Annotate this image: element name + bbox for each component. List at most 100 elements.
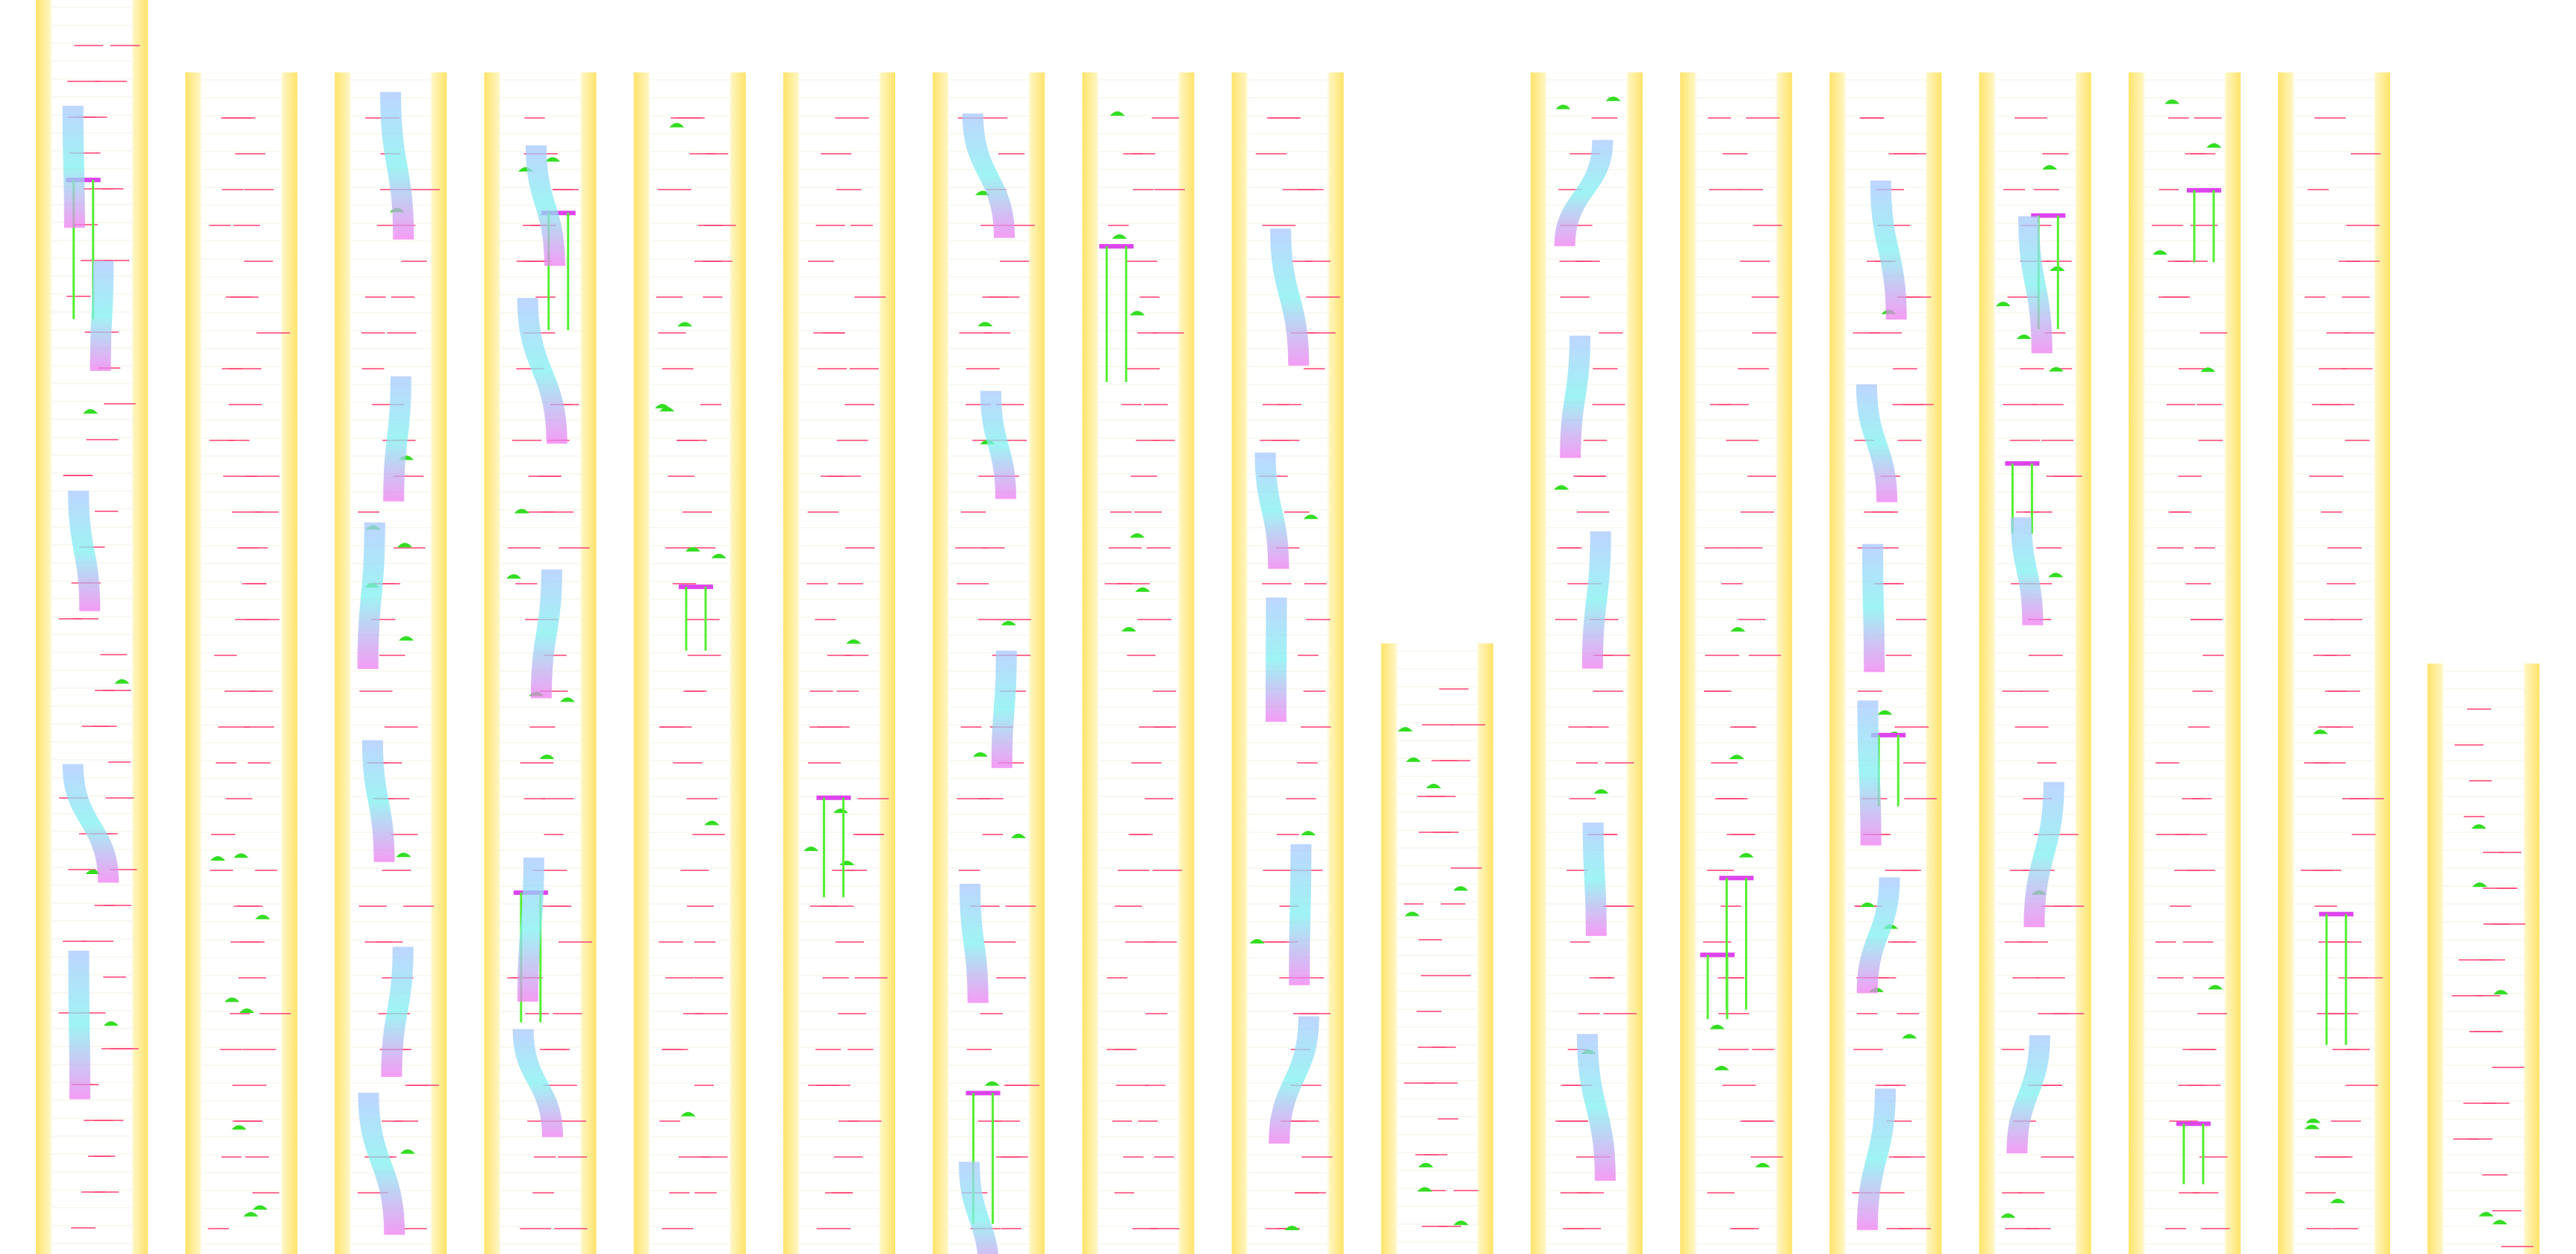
note-marker [822, 977, 849, 979]
note-marker [1255, 153, 1287, 155]
note-marker [1752, 332, 1777, 334]
note-marker [387, 332, 417, 334]
note-marker [1731, 834, 1755, 835]
tap-note [1417, 1187, 1433, 1192]
note-marker [2155, 941, 2177, 943]
note-marker [2188, 726, 2210, 728]
note-marker [524, 117, 545, 119]
note-marker [672, 583, 697, 584]
lane-column [2427, 664, 2540, 1254]
note-marker [249, 690, 273, 692]
note-marker [110, 869, 137, 870]
note-marker [554, 1228, 588, 1229]
note-marker [100, 654, 127, 655]
lane-edge-left [36, 0, 51, 1254]
hold-head [2186, 187, 2221, 193]
note-marker [2016, 511, 2040, 513]
lane-edge-right [432, 72, 447, 1254]
note-marker [103, 976, 126, 978]
tap-note [1398, 726, 1413, 732]
tap-note [1406, 757, 1422, 762]
note-marker [1708, 189, 1741, 190]
note-marker [1290, 1085, 1322, 1086]
tap-note [1453, 886, 1469, 891]
note-marker [1145, 1013, 1168, 1014]
note-marker [1137, 619, 1172, 620]
note-marker [2166, 404, 2196, 405]
slide-note [1857, 1088, 1897, 1230]
slide-note [358, 1092, 405, 1235]
tap-note [1284, 1226, 1300, 1231]
note-marker [981, 547, 1005, 549]
tap-note [1135, 587, 1151, 592]
note-marker [1151, 117, 1180, 119]
note-marker [221, 1156, 242, 1158]
note-marker [1718, 404, 1749, 405]
lane-field [202, 72, 281, 1254]
note-marker [680, 870, 709, 871]
note-marker [2321, 511, 2342, 513]
slide-note [517, 857, 544, 1002]
lane-edge-left [335, 72, 350, 1254]
slide-note [1269, 1016, 1319, 1144]
note-marker [520, 1228, 552, 1229]
note-marker [539, 690, 568, 692]
note-marker [818, 368, 847, 369]
note-marker [837, 583, 863, 584]
note-marker [238, 977, 267, 979]
tap-note [399, 636, 414, 641]
note-marker [1136, 440, 1160, 441]
note-marker [1705, 655, 1740, 656]
note-marker [244, 261, 273, 262]
note-marker [2314, 762, 2346, 764]
lane-edge-left [1231, 72, 1247, 1254]
note-marker [665, 547, 689, 549]
note-marker [1450, 867, 1482, 869]
tap-note [2330, 1198, 2345, 1203]
hold-head [2005, 461, 2040, 466]
note-marker [209, 440, 235, 441]
note-marker [1717, 798, 1748, 799]
slide-note [62, 764, 119, 883]
note-marker [1306, 296, 1340, 298]
note-marker [365, 296, 386, 298]
note-marker [1001, 1228, 1021, 1229]
note-marker [2473, 1031, 2503, 1032]
lane-column [1680, 72, 1793, 1254]
tap-note [1709, 1024, 1725, 1029]
note-marker [525, 1013, 550, 1014]
tap-note [1605, 96, 1621, 102]
note-marker [958, 870, 980, 871]
note-marker [2168, 261, 2191, 262]
note-marker [529, 726, 556, 728]
note-marker [393, 475, 424, 477]
note-marker [1440, 903, 1466, 905]
note-marker [229, 1013, 250, 1014]
note-marker [233, 225, 261, 226]
note-marker [1453, 1190, 1478, 1191]
note-marker [225, 798, 252, 799]
tap-note [252, 1205, 268, 1210]
note-marker [231, 511, 262, 513]
lane-edge-left [933, 72, 948, 1254]
note-marker [244, 726, 275, 728]
note-marker [1304, 583, 1327, 584]
note-marker [833, 1156, 863, 1158]
note-marker [2004, 941, 2032, 943]
note-marker [838, 1013, 867, 1014]
note-marker [227, 440, 250, 441]
tap-note [2304, 1124, 2320, 1129]
note-marker [68, 869, 96, 870]
note-marker [1134, 511, 1162, 513]
hold-head [1871, 732, 1906, 737]
note-marker [2329, 619, 2362, 620]
note-marker [1150, 1228, 1180, 1229]
note-marker [245, 1156, 270, 1158]
note-marker [2178, 1192, 2200, 1194]
note-marker [1708, 117, 1732, 119]
note-marker [1419, 832, 1452, 833]
note-marker [1721, 583, 1743, 584]
note-marker [1422, 724, 1454, 726]
note-marker [700, 404, 722, 405]
note-marker [662, 1228, 694, 1229]
